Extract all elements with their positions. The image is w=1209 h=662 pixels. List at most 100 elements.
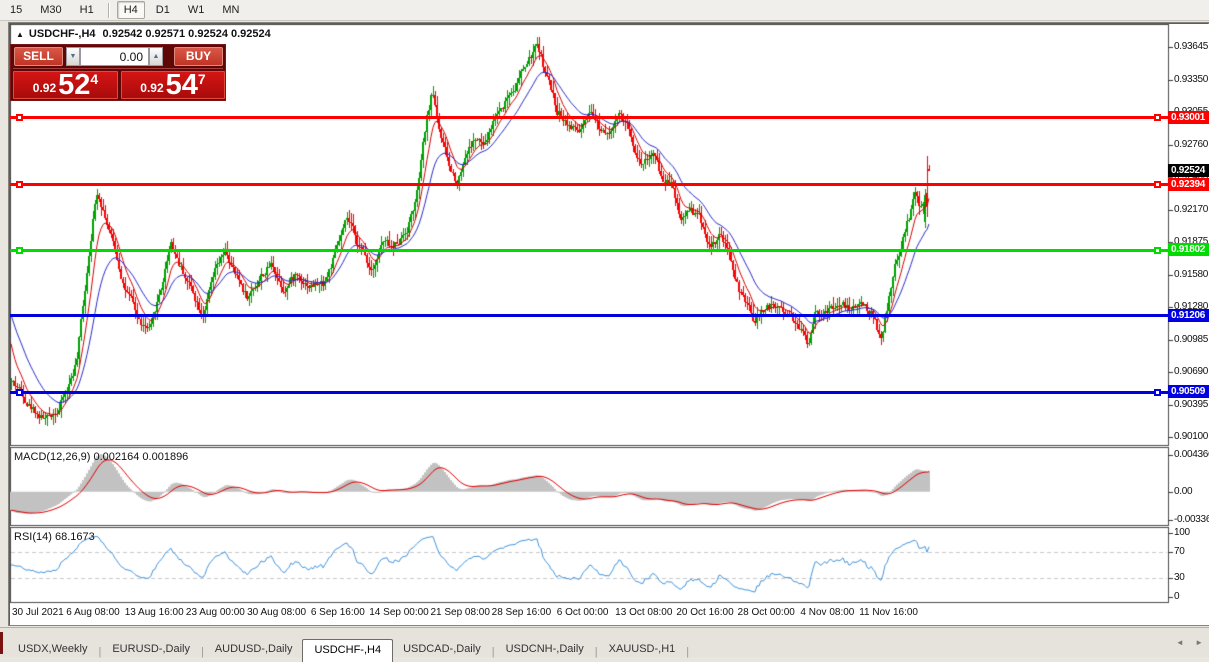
chart-tab-usdcad-daily[interactable]: USDCAD-,Daily xyxy=(403,643,481,655)
price-tick-label: 0.90100 xyxy=(1174,431,1209,442)
buy-price-pip: 7 xyxy=(197,71,206,87)
time-axis-label: 14 Sep 00:00 xyxy=(369,607,429,618)
sell-button[interactable]: SELL xyxy=(14,47,63,66)
horizontal-line-0.91802[interactable] xyxy=(10,248,1168,252)
buy-button[interactable]: BUY xyxy=(174,47,223,66)
timeframe-button-h1[interactable]: H1 xyxy=(79,4,94,16)
macd-axis-label: 0.00 xyxy=(1174,485,1193,497)
price-tick-label: 0.93645 xyxy=(1174,41,1209,52)
line-handle[interactable] xyxy=(1154,246,1161,254)
time-axis-label: 30 Aug 08:00 xyxy=(247,607,307,618)
line-handle[interactable] xyxy=(16,388,23,396)
macd-values: 0.002164 0.001896 xyxy=(93,451,189,463)
rsi-axis-label: 30 xyxy=(1174,571,1185,583)
timeframe-button-d1[interactable]: D1 xyxy=(155,4,170,16)
chart-tab-usdcnh-daily[interactable]: USDCNH-,Daily xyxy=(505,643,584,655)
horizontal-line-0.90509[interactable] xyxy=(10,390,1168,394)
sell-price-button[interactable]: 0.92 52 4 xyxy=(13,69,118,101)
chart-pair-label: USDCHF-,H4 xyxy=(28,28,96,40)
time-axis-label: 30 Jul 2021 xyxy=(12,607,64,618)
buy-price-button[interactable]: 0.92 54 7 xyxy=(121,69,225,101)
horizontal-line-0.92394[interactable] xyxy=(10,183,1168,187)
time-axis[interactable]: 30 Jul 2021 6 Aug 08:00 13 Aug 16:00 23 Aug… xyxy=(10,604,1209,624)
tab-scroll-left-icon[interactable]: ◄ xyxy=(1175,638,1184,647)
price-chart-canvas[interactable] xyxy=(10,24,1209,604)
buy-price-prefix: 0.92 xyxy=(140,81,164,95)
time-axis-label: 4 Nov 08:00 xyxy=(800,607,855,618)
rsi-axis-label: 0 xyxy=(1174,591,1180,602)
tab-separator: | xyxy=(594,646,598,658)
chart-tab-usdchf-h4[interactable]: USDCHF-,H4 xyxy=(302,639,394,662)
time-axis-label: 23 Aug 00:00 xyxy=(185,607,245,618)
tab-separator: | xyxy=(491,646,495,658)
horizontal-line-0.93001[interactable] xyxy=(10,116,1168,120)
price-tick-label: 0.91280 xyxy=(1174,301,1209,312)
price-line-label: 0.91802 xyxy=(1168,243,1209,257)
time-axis-label: 28 Sep 16:00 xyxy=(491,607,552,618)
price-tick-label: 0.92465 xyxy=(1174,171,1209,182)
macd-axis-label: -0.00336 xyxy=(1174,514,1209,525)
tab-separator: | xyxy=(686,646,690,658)
price-tick-label: 0.91875 xyxy=(1174,236,1209,247)
chart-tab-xauusd-h1[interactable]: XAUUSD-,H1 xyxy=(608,643,676,655)
timeframe-button-h4[interactable]: H4 xyxy=(116,1,145,19)
time-axis-label: 6 Aug 08:00 xyxy=(66,607,120,618)
timeframe-toolbar: 15 M30 H1 H4 D1 W1 MN xyxy=(0,0,1209,21)
trade-panel-divider xyxy=(13,68,223,69)
timeframe-button-m30[interactable]: M30 xyxy=(40,4,62,16)
lot-increase-button[interactable]: ▲ xyxy=(149,47,163,66)
horizontal-line-0.91206[interactable] xyxy=(10,314,1168,318)
lot-size-input[interactable] xyxy=(80,47,149,66)
rsi-name: RSI(14) xyxy=(14,531,52,543)
timeframe-button-15[interactable]: 15 xyxy=(10,4,23,16)
chart-area: ▲ USDCHF-,H4 0.92542 0.92571 0.92524 0.925… xyxy=(10,24,1209,625)
chart-tab-audusd-daily[interactable]: AUDUSD-,Daily xyxy=(214,643,293,655)
price-line-label: 0.90509 xyxy=(1168,385,1209,399)
sell-price-prefix: 0.92 xyxy=(32,81,57,95)
chart-tab-usdx-weekly[interactable]: USDX,Weekly xyxy=(18,643,88,655)
macd-axis-label: 0.004366 xyxy=(1174,449,1209,460)
time-axis-label: 6 Sep 16:00 xyxy=(310,607,365,618)
macd-label: MACD(12,26,9) 0.002164 0.001896 xyxy=(14,451,188,463)
line-handle[interactable] xyxy=(1154,114,1161,122)
timeframe-button-w1[interactable]: W1 xyxy=(187,4,205,16)
price-tick-label: 0.91580 xyxy=(1174,268,1209,280)
price-line-label: 0.92394 xyxy=(1168,177,1209,191)
price-tick-label: 0.92760 xyxy=(1174,138,1209,150)
buy-price-big: 54 xyxy=(165,69,198,101)
time-axis-label: 20 Oct 16:00 xyxy=(676,607,734,618)
price-tick-label: 0.93350 xyxy=(1174,73,1209,85)
rsi-axis-label: 70 xyxy=(1174,546,1185,558)
tab-separator: | xyxy=(200,646,204,658)
sell-price-pip: 4 xyxy=(90,71,99,87)
arrow-up-icon: ▲ xyxy=(152,53,160,60)
line-handle[interactable] xyxy=(1154,181,1161,189)
chart-tab-eurusd-daily[interactable]: EURUSD-,Daily xyxy=(112,643,190,655)
line-handle[interactable] xyxy=(16,246,23,254)
price-line-label: 0.93001 xyxy=(1168,110,1209,124)
sell-price-big: 52 xyxy=(58,69,91,101)
tab-scroll-right-icon[interactable]: ► xyxy=(1195,638,1203,647)
toolbar-separator xyxy=(107,2,110,18)
time-axis-label: 13 Aug 16:00 xyxy=(124,607,184,618)
window-edge-accent xyxy=(0,632,3,654)
price-tick-label: 0.90395 xyxy=(1174,398,1209,410)
price-tick-label: 0.92170 xyxy=(1174,203,1209,215)
chart-tab-bar: USDX,Weekly | EURUSD-,Daily | AUDUSD-,Daily U… xyxy=(0,627,1209,662)
tab-scroll-arrows: ◄ ► xyxy=(1167,638,1203,647)
arrow-down-icon: ▼ xyxy=(69,53,77,60)
price-tick-label: 0.90985 xyxy=(1174,333,1209,345)
collapse-icon[interactable]: ▲ xyxy=(16,30,24,39)
lot-decrease-button[interactable]: ▼ xyxy=(66,47,80,66)
chart-window: ▲ USDCHF-,H4 0.92542 0.92571 0.92524 0.925… xyxy=(8,22,1209,626)
timeframe-button-mn[interactable]: MN xyxy=(222,4,240,16)
time-axis-label: 11 Nov 16:00 xyxy=(859,607,918,618)
rsi-axis-label: 100 xyxy=(1174,527,1190,538)
line-handle[interactable] xyxy=(16,114,23,122)
macd-name: MACD(12,26,9) xyxy=(14,451,91,463)
chart-ohlc-values: 0.92542 0.92571 0.92524 0.92524 xyxy=(102,28,271,40)
line-handle[interactable] xyxy=(1154,388,1161,396)
chart-tabs: USDX,Weekly | EURUSD-,Daily | AUDUSD-,Daily U… xyxy=(8,628,690,662)
line-handle[interactable] xyxy=(16,181,23,189)
